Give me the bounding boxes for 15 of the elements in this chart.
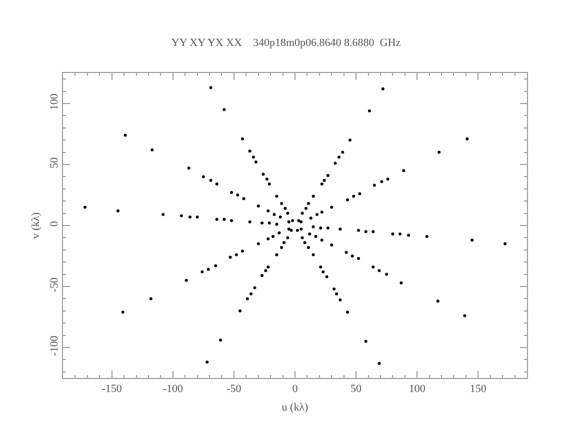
x-tick-label: -100 bbox=[162, 383, 184, 396]
x-tick-label: 100 bbox=[408, 383, 426, 396]
y-tick-label: 100 bbox=[48, 93, 61, 110]
x-axis-title: u (kλ) bbox=[282, 401, 309, 414]
x-tick-label: -50 bbox=[226, 383, 242, 396]
y-tick-label: 50 bbox=[48, 156, 61, 168]
x-tick-label: 50 bbox=[350, 383, 362, 396]
y-axis-title: v (kλ) bbox=[30, 212, 42, 239]
x-tick-label: 0 bbox=[292, 383, 298, 396]
y-tick-label: -100 bbox=[48, 335, 61, 356]
x-tick-label: -150 bbox=[102, 383, 122, 396]
y-tick-label: 0 bbox=[48, 220, 61, 227]
chart-title: YY XY YX XX 340p18m0p06.8640 8.6880 GHz bbox=[171, 37, 401, 50]
y-tick-label: -50 bbox=[48, 277, 61, 292]
x-tick-label: 150 bbox=[470, 383, 487, 396]
